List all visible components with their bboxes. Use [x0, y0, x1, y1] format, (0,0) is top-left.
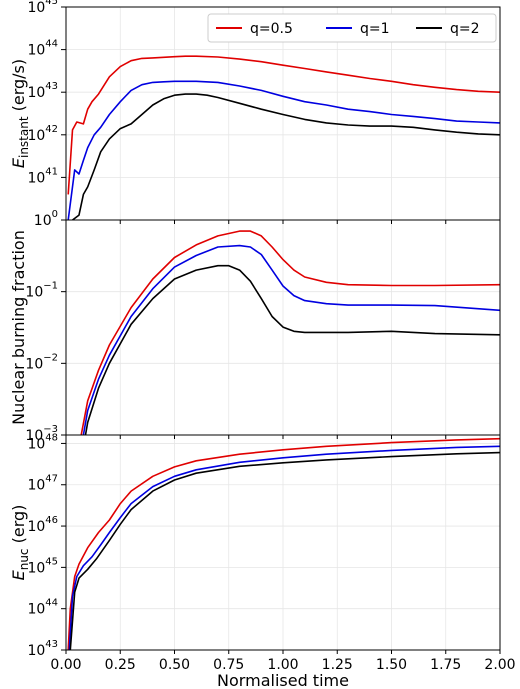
- y-tick-label: 1046: [27, 515, 58, 535]
- y-tick-base: 10: [25, 356, 43, 372]
- x-tick-label: 0.75: [213, 657, 244, 673]
- series-line-q=1: [67, 80, 500, 220]
- series-group: [80, 230, 500, 435]
- y-axis-label-unit: (erg/s): [9, 59, 28, 117]
- y-axis-label: Enuc (erg): [9, 505, 31, 581]
- x-tick-label: 0.00: [50, 657, 81, 673]
- y-tick-label: 1044: [27, 39, 58, 59]
- y-tick-label: 10−2: [25, 352, 58, 372]
- y-tick-label: 1043: [27, 639, 58, 659]
- y-tick-exponent: 41: [45, 166, 58, 177]
- y-tick-label: 1048: [27, 432, 58, 452]
- y-tick-exponent: 45: [45, 0, 58, 7]
- y-tick-base: 10: [27, 128, 45, 144]
- y-axis-label: Nuclear burning fraction: [9, 230, 28, 425]
- y-tick-base: 10: [25, 285, 43, 301]
- y-tick-label: 1045: [27, 0, 58, 16]
- y-tick-base: 10: [25, 428, 43, 444]
- y-tick-exponent: 44: [45, 39, 58, 50]
- y-axis-label-main: E: [9, 569, 28, 580]
- y-axis-label-unit: (erg): [9, 505, 28, 549]
- x-tick-label: 1.50: [376, 657, 407, 673]
- x-tick-label: 1.25: [322, 657, 353, 673]
- series-line-q=2: [84, 264, 500, 435]
- x-tick-label: 1.75: [430, 657, 461, 673]
- legend-label: q=1: [360, 21, 390, 37]
- y-tick-label: 1042: [27, 124, 58, 144]
- y-tick-exponent: −3: [43, 424, 58, 435]
- y-tick-label: 10−1: [25, 281, 58, 301]
- y-tick-base: 10: [27, 170, 45, 186]
- y-tick-exponent: 47: [45, 474, 58, 485]
- y-tick-exponent: 0: [52, 209, 58, 220]
- series-line-q=2: [69, 451, 500, 650]
- y-axis-label-sub: instant: [17, 116, 31, 158]
- y-tick-label: 1044: [27, 598, 58, 618]
- series-group: [67, 55, 500, 220]
- y-tick-base: 10: [27, 602, 45, 618]
- series-line-q=2: [72, 93, 500, 220]
- y-axis-label-sub: nuc: [17, 548, 31, 570]
- x-tick-label: 1.00: [267, 657, 298, 673]
- y-tick-label: 10−3: [25, 424, 58, 444]
- y-tick-label: 100: [34, 209, 58, 229]
- y-tick-base: 10: [27, 43, 45, 59]
- series-line-q=0.5: [67, 55, 500, 195]
- y-tick-base: 10: [27, 0, 45, 16]
- series-group: [67, 437, 500, 650]
- y-tick-exponent: 43: [45, 639, 58, 650]
- y-tick-base: 10: [27, 560, 45, 576]
- y-tick-label: 1045: [27, 556, 58, 576]
- series-line-q=0.5: [80, 230, 500, 435]
- y-tick-exponent: 44: [45, 598, 58, 609]
- y-tick-base: 10: [34, 213, 52, 229]
- x-tick-label: 2.00: [484, 657, 515, 673]
- y-axis-label: Einstant (erg/s): [9, 59, 31, 168]
- y-tick-base: 10: [27, 436, 45, 452]
- y-tick-exponent: 46: [45, 515, 58, 526]
- series-line-q=1: [82, 244, 500, 435]
- y-tick-base: 10: [27, 85, 45, 101]
- y-tick-exponent: −2: [43, 352, 58, 363]
- y-tick-base: 10: [27, 519, 45, 535]
- y-tick-exponent: 48: [45, 432, 58, 443]
- legend-label: q=2: [450, 21, 480, 37]
- y-tick-base: 10: [27, 643, 45, 659]
- y-tick-label: 1047: [27, 474, 58, 494]
- y-tick-label: 1043: [27, 81, 58, 101]
- series-line-q=1: [68, 445, 500, 650]
- series-line-q=0.5: [67, 437, 500, 650]
- legend-label: q=0.5: [250, 21, 293, 37]
- y-tick-exponent: −1: [43, 281, 58, 292]
- x-axis-label: Normalised time: [217, 671, 349, 689]
- x-tick-label: 0.25: [105, 657, 136, 673]
- y-axis-label-main: E: [9, 157, 28, 168]
- y-tick-label: 1041: [27, 166, 58, 186]
- y-tick-base: 10: [27, 478, 45, 494]
- x-tick-label: 0.50: [159, 657, 190, 673]
- y-tick-exponent: 43: [45, 81, 58, 92]
- y-tick-exponent: 42: [45, 124, 58, 135]
- y-tick-exponent: 45: [45, 556, 58, 567]
